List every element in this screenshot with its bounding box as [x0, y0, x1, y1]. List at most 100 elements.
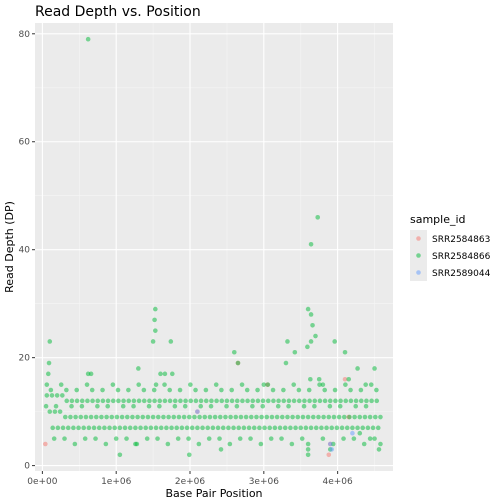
point-srr2584866 — [189, 425, 195, 431]
y-tick-label: 40 — [19, 246, 31, 256]
point-srr2584866 — [293, 425, 298, 431]
point-srr2584866 — [372, 366, 377, 371]
point-srr2584866 — [228, 414, 233, 420]
point-srr2584866 — [50, 425, 56, 431]
point-srr2584866 — [308, 376, 313, 382]
point-srr2584866 — [237, 436, 243, 441]
point-srr2584866 — [49, 393, 55, 398]
point-srr2584866 — [231, 425, 236, 431]
point-srr2584866 — [44, 393, 50, 398]
point-srr2584866 — [85, 36, 91, 42]
point-srr2584866 — [60, 393, 65, 398]
point-srr2584866 — [310, 322, 315, 328]
point-srr2584866 — [197, 414, 202, 420]
point-srr2584866 — [124, 414, 130, 420]
point-srr2584866 — [307, 398, 312, 404]
point-srr2584866 — [353, 398, 359, 404]
point-srr2584866 — [305, 414, 311, 420]
point-srr2584866 — [286, 403, 291, 409]
y-axis: 0 20 40 60 80 — [19, 30, 35, 472]
point-srr2584866 — [205, 425, 211, 431]
point-srr2584866 — [133, 425, 138, 431]
point-srr2584866 — [233, 414, 239, 420]
x-tick-label: 2e+06 — [175, 477, 206, 487]
point-srr2584866 — [376, 447, 382, 452]
point-srr2589044 — [195, 409, 200, 414]
point-srr2584866 — [270, 387, 276, 393]
point-srr2584866 — [114, 414, 120, 420]
point-srr2584866 — [99, 414, 104, 420]
point-srr2584866 — [260, 403, 266, 409]
point-srr2584863 — [342, 376, 348, 382]
point-srr2584866 — [300, 414, 306, 420]
point-srr2584866 — [162, 371, 168, 377]
point-srr2584866 — [351, 436, 357, 441]
point-srr2584866 — [346, 376, 352, 382]
point-srr2584866 — [95, 403, 100, 409]
x-axis-title: Base Pair Position — [165, 487, 262, 500]
point-srr2584866 — [103, 441, 109, 447]
point-srr2584866 — [343, 382, 348, 387]
point-srr2584866 — [224, 403, 229, 409]
point-srr2584866 — [271, 398, 276, 404]
point-srr2584866 — [295, 414, 301, 420]
point-srr2584866 — [196, 441, 202, 447]
point-srr2584866 — [347, 414, 352, 420]
point-srr2584866 — [172, 403, 178, 409]
point-srr2584866 — [258, 441, 264, 447]
point-srr2584866 — [343, 398, 349, 404]
point-srr2584866 — [231, 349, 237, 355]
point-srr2584866 — [289, 441, 295, 447]
point-srr2584866 — [71, 425, 76, 431]
point-srr2584866 — [286, 398, 292, 404]
point-srr2584866 — [152, 317, 157, 323]
point-srr2584866 — [198, 403, 204, 409]
point-srr2584866 — [357, 430, 363, 436]
point-srr2584866 — [255, 398, 261, 404]
point-srr2584866 — [281, 387, 286, 393]
point-srr2584866 — [141, 387, 147, 393]
point-srr2584866 — [275, 403, 281, 409]
point-srr2584866 — [299, 436, 305, 441]
point-srr2584866 — [322, 387, 328, 393]
point-srr2584866 — [212, 414, 218, 420]
point-srr2584866 — [121, 398, 126, 404]
point-srr2584866 — [79, 398, 85, 404]
point-srr2584866 — [76, 425, 81, 431]
point-srr2584866 — [116, 398, 121, 404]
x-tick-label: 1e+06 — [101, 477, 132, 487]
point-srr2584866 — [298, 425, 304, 431]
point-srr2584866 — [126, 387, 131, 393]
point-srr2584866 — [329, 425, 335, 431]
point-srr2584866 — [301, 403, 307, 409]
point-srr2584866 — [360, 425, 366, 431]
point-srr2584866 — [372, 414, 378, 420]
point-srr2584866 — [155, 414, 161, 420]
point-srr2584866 — [203, 387, 209, 393]
point-srr2584866 — [52, 409, 58, 414]
y-tick-label: 20 — [19, 354, 31, 364]
point-srr2584866 — [141, 398, 147, 404]
point-srr2584866 — [378, 414, 383, 420]
point-srr2584866 — [153, 382, 159, 387]
point-srr2584866 — [202, 414, 208, 420]
point-srr2584866 — [315, 215, 321, 220]
x-tick-label: 0e+00 — [27, 477, 58, 487]
x-tick-label: 4e+06 — [323, 477, 354, 487]
point-srr2584866 — [161, 414, 166, 420]
point-srr2584866 — [219, 398, 225, 404]
point-srr2584866 — [333, 398, 338, 404]
point-srr2584866 — [153, 328, 158, 333]
point-srr2584866 — [308, 242, 314, 247]
point-srr2584866 — [60, 425, 66, 431]
point-srr2584866 — [184, 425, 190, 431]
point-srr2584866 — [200, 425, 205, 431]
point-srr2584866 — [312, 398, 318, 404]
point-srr2584866 — [320, 382, 326, 387]
point-srr2584866 — [305, 447, 311, 452]
point-srr2584866 — [313, 425, 319, 431]
point-srr2584866 — [157, 398, 163, 404]
point-srr2584866 — [57, 409, 63, 414]
point-srr2584866 — [279, 414, 285, 420]
chart-title: Read Depth vs. Position — [35, 4, 201, 20]
